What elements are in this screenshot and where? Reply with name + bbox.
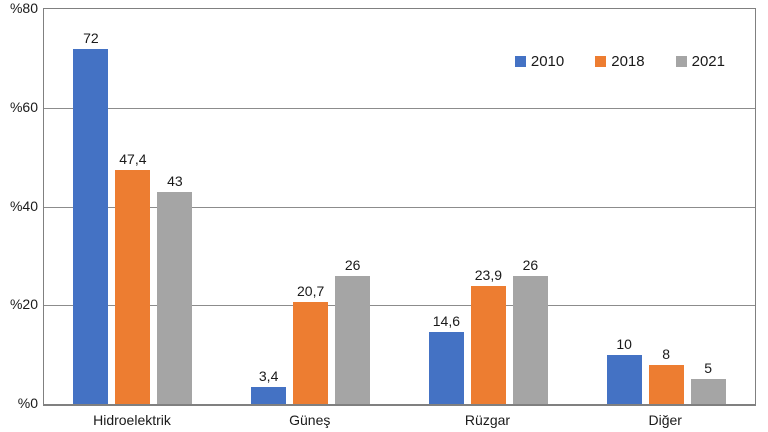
bar-value-label-2010-c3: 10 [616, 335, 632, 352]
bar-2010-c2 [428, 331, 464, 404]
bar-2010-c1 [251, 387, 287, 404]
bar-value-label-2018-c3: 8 [662, 345, 671, 362]
bar-2010-c3 [606, 354, 642, 404]
legend-label-2010: 2010 [530, 53, 565, 70]
bar-2018-c3 [648, 364, 684, 404]
plot-area: 72 47,4 43 3,4 20,7 26 14,6 23,9 26 10 8 5 2010 2018… [43, 8, 756, 406]
y-tick-label-20: %20 [9, 296, 38, 313]
y-tick-label-0: %0 [17, 395, 38, 411]
y-tick-label-40: %40 [9, 197, 38, 214]
bar-value-label-2010-c1: 3,4 [258, 368, 279, 385]
legend-item-2018: 2018 [595, 53, 645, 70]
bar-value-label-2021-c1: 26 [344, 256, 361, 273]
x-axis-label-c0: Hidroelektrik [93, 412, 171, 428]
x-axis-label-c3: Diğer [648, 412, 682, 428]
bar-2018-c1 [293, 301, 329, 404]
y-tick-label-80: %80 [9, 0, 38, 16]
legend-label-2018: 2018 [611, 53, 645, 70]
bar-value-label-2018-c0: 47,4 [119, 150, 147, 167]
legend-swatch-2010 [514, 56, 526, 67]
bar-value-label-2010-c0: 72 [83, 29, 99, 46]
x-axis-label-c1: Güneş [289, 412, 331, 428]
x-axis-label-c2: Rüzgar [464, 412, 511, 428]
bar-value-label-2018-c1: 20,7 [297, 282, 325, 299]
bar-2010-c0 [73, 48, 109, 404]
legend-item-2021: 2021 [675, 53, 725, 70]
bar-value-label-2018-c2: 23,9 [474, 267, 502, 283]
legend-label-2021: 2021 [691, 53, 725, 70]
bar-value-label-2021-c2: 26 [522, 256, 539, 273]
legend-swatch-2018 [595, 56, 607, 67]
gridline-20 [44, 305, 755, 307]
bar-2021-c1 [335, 275, 371, 404]
legend-item-2010: 2010 [514, 53, 565, 70]
bar-2021-c3 [690, 379, 726, 404]
bar-2021-c2 [512, 275, 548, 404]
legend: 2010 2018 2021 [514, 53, 725, 70]
gridline-40 [44, 206, 755, 208]
bar-2018-c0 [115, 169, 151, 404]
bar-value-label-2021-c3: 5 [704, 360, 713, 377]
bar-value-label-2021-c0: 43 [167, 172, 183, 189]
gridline-60 [44, 107, 755, 109]
bar-value-label-2010-c2: 14,6 [432, 312, 460, 329]
y-tick-label-60: %60 [9, 98, 38, 115]
bar-2021-c0 [157, 191, 193, 404]
bar-2018-c2 [470, 286, 506, 404]
legend-swatch-2021 [675, 56, 687, 67]
